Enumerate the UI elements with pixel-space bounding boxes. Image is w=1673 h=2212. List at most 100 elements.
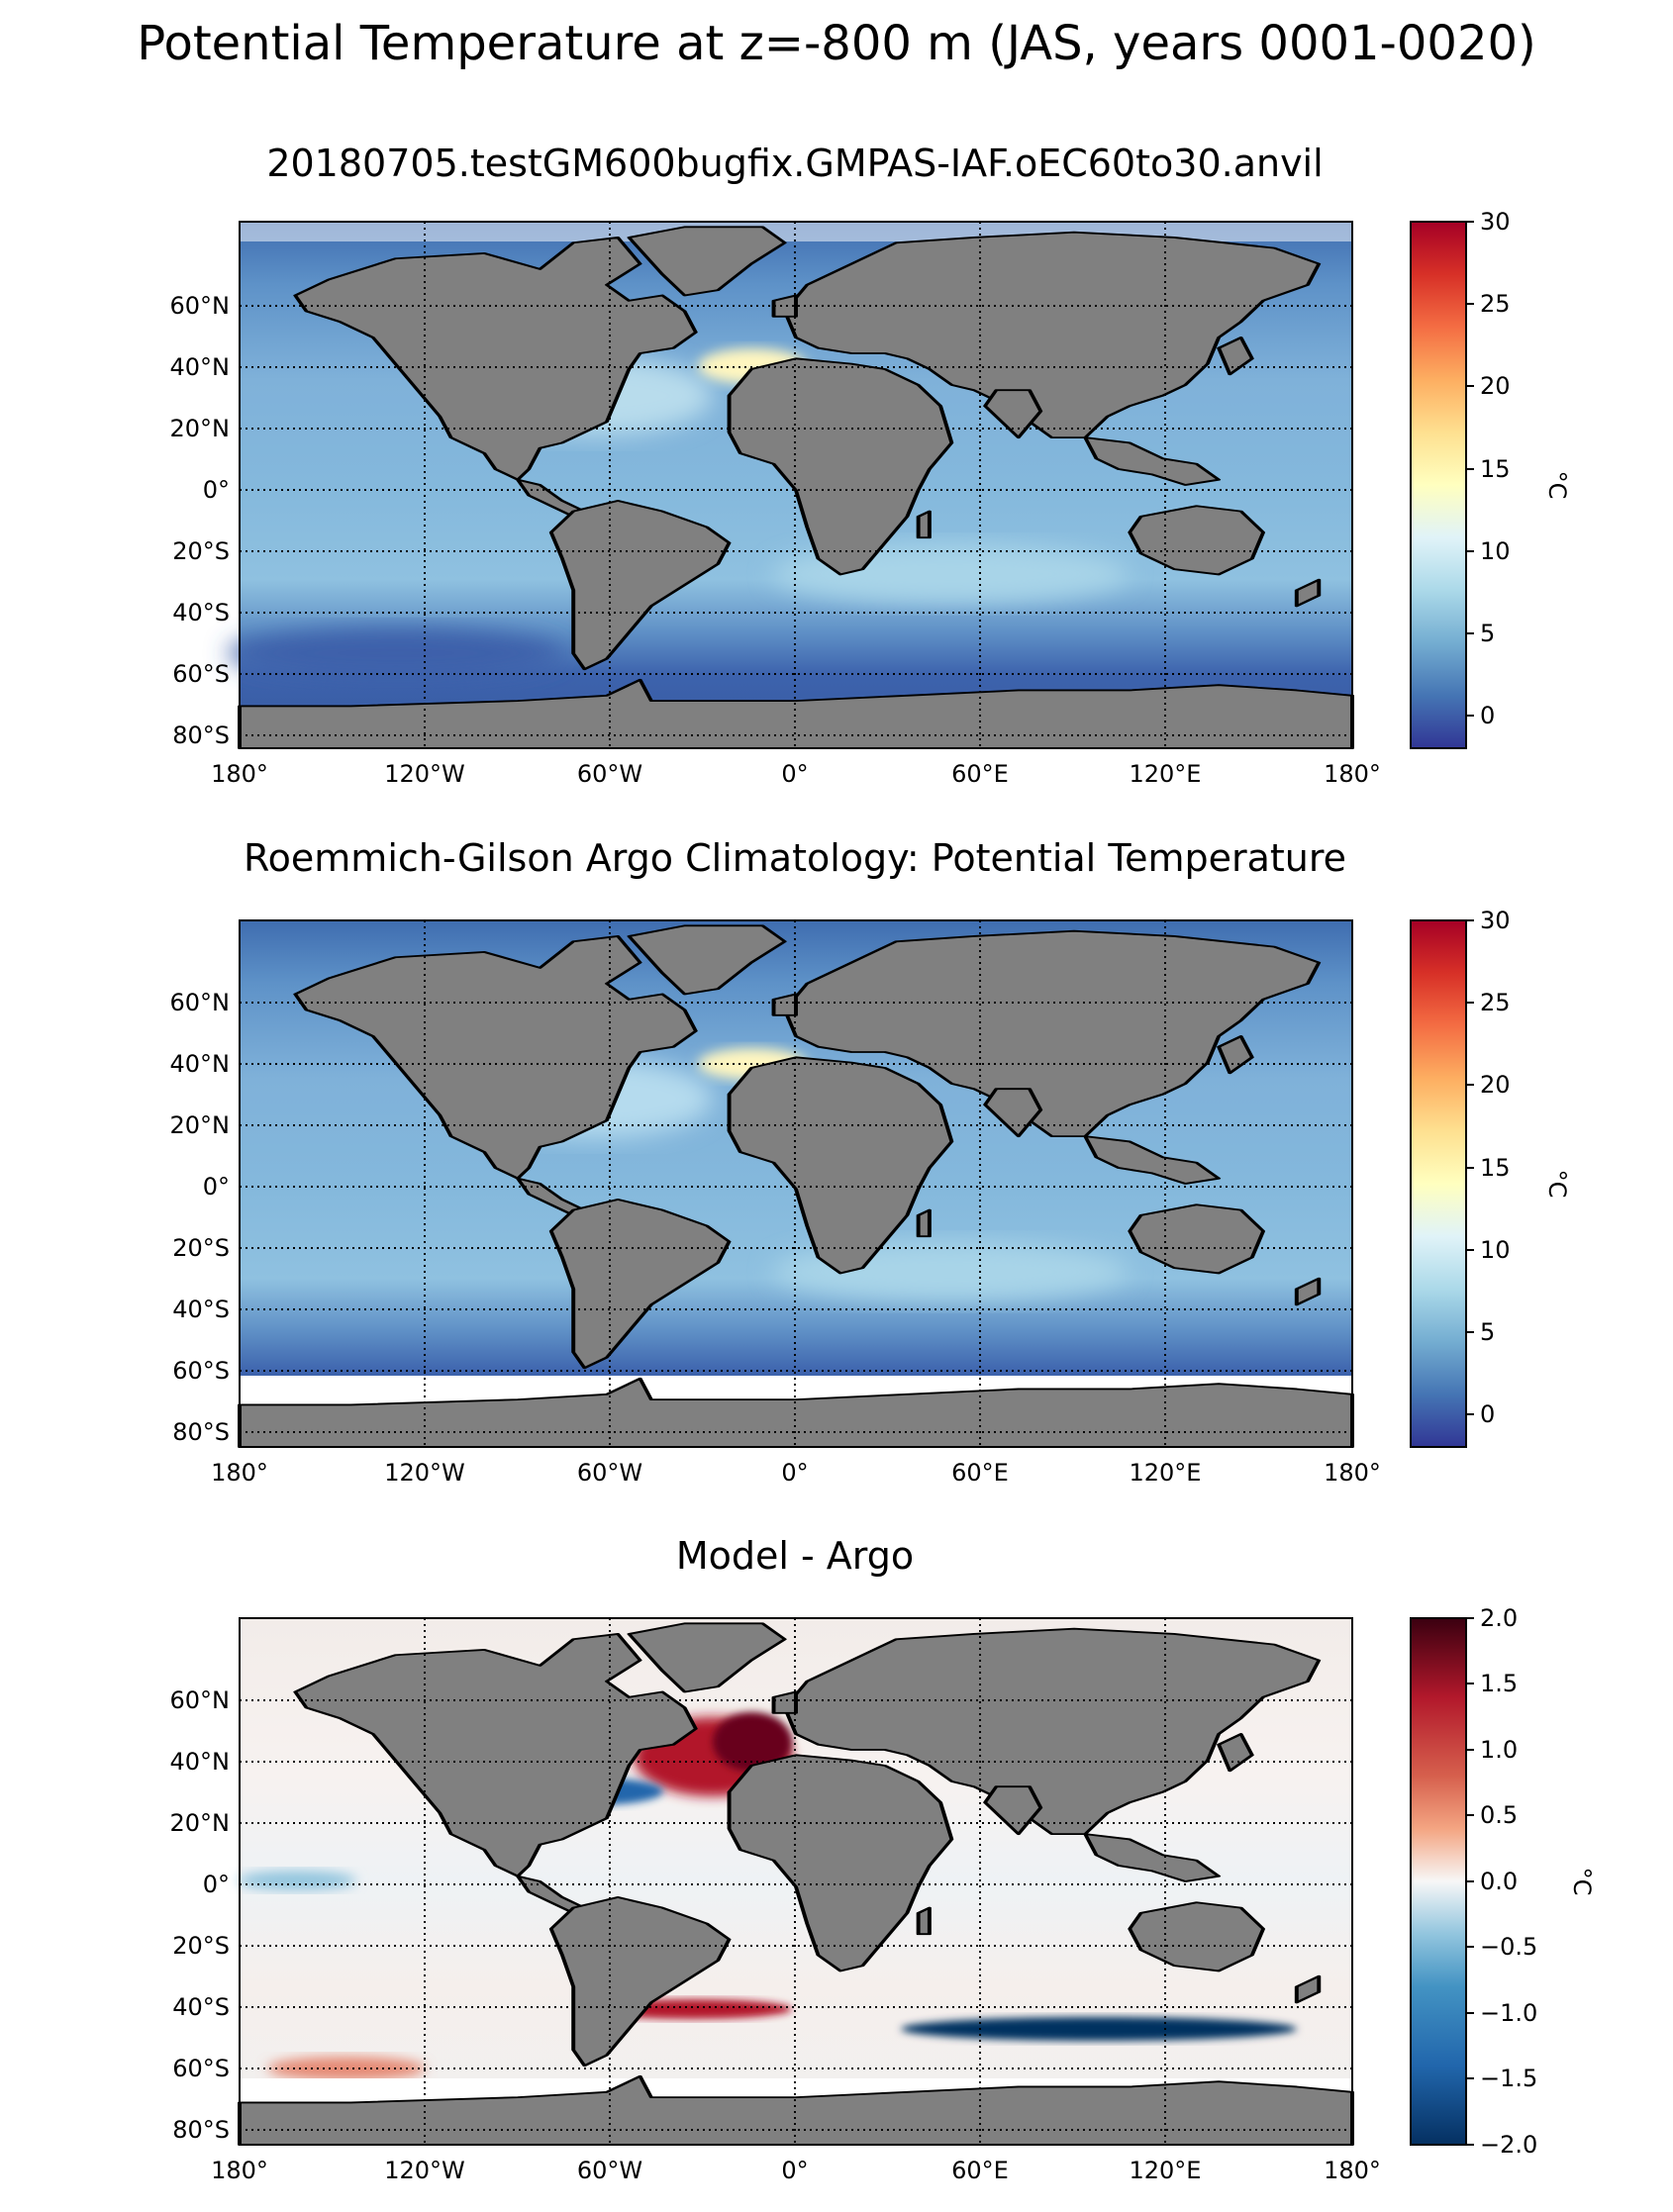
axes-frame xyxy=(239,919,1353,1448)
colorbar-tick: 0 xyxy=(1480,1400,1495,1428)
strong-warm-bias xyxy=(713,1712,792,1772)
x-tick-labels: 180° 120°W 60°W 0° 60°E 120°E 180° xyxy=(211,1459,1381,1487)
colorbar-tick: 10 xyxy=(1480,1236,1511,1264)
x-tick-labels: 180° 120°W 60°W 0° 60°E 120°E 180° xyxy=(211,2157,1381,2184)
y-tick: 40°S xyxy=(172,599,230,626)
x-tick: 60°W xyxy=(577,760,642,788)
colorbar-tick: −2.0 xyxy=(1480,2131,1537,2159)
colorbar-tick: 0.0 xyxy=(1480,1868,1518,1895)
y-tick: 40°N xyxy=(170,1748,231,1776)
colorbar-tick: 15 xyxy=(1480,455,1511,483)
axes-frame xyxy=(239,221,1353,749)
colorbar-label: °C xyxy=(1543,471,1571,500)
y-tick: 60°N xyxy=(170,292,231,320)
cold-bias-southern-indian xyxy=(901,2017,1297,2041)
colorbar-model: 30 25 20 15 10 5 0 °C xyxy=(1410,208,1571,749)
x-tick: 180° xyxy=(1324,2157,1381,2184)
gridlines xyxy=(240,1618,1352,2145)
colorbar-tick: −0.5 xyxy=(1480,1933,1537,1961)
panel-argo-title: Roemmich-Gilson Argo Climatology: Potent… xyxy=(244,836,1346,880)
colorbar-tick: −1.0 xyxy=(1480,1999,1537,2027)
y-tick-labels: 60°N 40°N 20°N 0° 20°S 40°S 60°S 80°S xyxy=(170,989,231,1446)
y-tick: 60°S xyxy=(172,2055,230,2082)
y-tick: 40°S xyxy=(172,1296,230,1323)
x-tick: 120°W xyxy=(384,2157,465,2184)
x-tick: 120°W xyxy=(384,1459,465,1487)
x-tick-labels: 180° 120°W 60°W 0° 60°E 120°E 180° xyxy=(211,760,1381,788)
panel-model-title: 20180705.testGM600bugfix.GMPAS-IAF.oEC60… xyxy=(266,142,1323,185)
y-tick: 60°S xyxy=(172,660,230,688)
y-tick: 40°S xyxy=(172,1993,230,2021)
map-difference xyxy=(238,1617,1354,2147)
x-tick: 60°E xyxy=(951,2157,1009,2184)
gridlines xyxy=(240,920,1352,1447)
y-tick: 40°N xyxy=(170,1050,231,1078)
x-tick: 0° xyxy=(781,760,808,788)
x-tick: 60°E xyxy=(951,760,1009,788)
x-tick: 120°W xyxy=(384,760,465,788)
colorbar-tick: 25 xyxy=(1480,989,1511,1016)
southern-ocean-cold xyxy=(228,627,564,679)
colorbar-argo: 30 25 20 15 10 5 0 °C xyxy=(1410,907,1571,1448)
y-tick: 20°S xyxy=(172,1932,230,1960)
colorbar-tick: 15 xyxy=(1480,1154,1511,1182)
x-tick: 120°E xyxy=(1130,760,1202,788)
cool-bias-pacific xyxy=(238,1871,356,1890)
x-tick: 180° xyxy=(1324,1459,1381,1487)
map-argo xyxy=(238,919,1354,1449)
colorbar-tick: 0 xyxy=(1480,702,1495,729)
x-tick: 180° xyxy=(211,1459,268,1487)
y-tick: 0° xyxy=(203,476,230,504)
axes-frame xyxy=(239,1617,1353,2146)
colorbar-tick: 30 xyxy=(1480,907,1511,934)
x-tick: 60°E xyxy=(951,1459,1009,1487)
y-tick: 60°N xyxy=(170,1686,231,1714)
x-tick: 180° xyxy=(211,760,268,788)
x-tick: 60°W xyxy=(577,2157,642,2184)
x-tick: 0° xyxy=(781,1459,808,1487)
colorbar-label: °C xyxy=(1568,1868,1596,1896)
colorbar-tick: 25 xyxy=(1480,290,1511,318)
y-tick: 0° xyxy=(203,1173,230,1201)
panel-difference: Model - Argo xyxy=(170,1534,1597,2184)
x-tick: 60°W xyxy=(577,1459,642,1487)
y-tick: 20°N xyxy=(170,415,231,442)
panel-model: 20180705.testGM600bugfix.GMPAS-IAF.oEC60… xyxy=(170,142,1572,788)
y-tick: 20°S xyxy=(172,537,230,565)
panel-difference-title: Model - Argo xyxy=(676,1534,914,1578)
x-tick: 120°E xyxy=(1130,1459,1202,1487)
colorbar-tick: 10 xyxy=(1480,537,1511,565)
y-tick: 40°N xyxy=(170,353,231,381)
y-tick-labels: 60°N 40°N 20°N 0° 20°S 40°S 60°S 80°S xyxy=(170,292,231,749)
figure-title: Potential Temperature at z=-800 m (JAS, … xyxy=(137,16,1536,71)
colorbar-tick: 20 xyxy=(1480,372,1511,400)
x-tick: 180° xyxy=(1324,760,1381,788)
y-tick: 0° xyxy=(203,1871,230,1898)
x-tick: 180° xyxy=(211,2157,268,2184)
panel-argo: Roemmich-Gilson Argo Climatology: Potent… xyxy=(170,836,1572,1487)
colorbar-tick: 20 xyxy=(1480,1071,1511,1099)
colorbar-tick: 1.5 xyxy=(1480,1670,1518,1697)
colorbar-tick: 5 xyxy=(1480,1318,1495,1346)
y-tick-labels: 60°N 40°N 20°N 0° 20°S 40°S 60°S 80°S xyxy=(170,1686,231,2144)
map-model xyxy=(228,221,1354,750)
colorbar-tick: 2.0 xyxy=(1480,1604,1518,1632)
colorbar-tick: 30 xyxy=(1480,208,1511,236)
colorbar-difference: 2.0 1.5 1.0 0.5 0.0 −0.5 −1.0 −1.5 −2.0 … xyxy=(1410,1604,1596,2159)
y-tick: 20°N xyxy=(170,1809,231,1837)
colorbar-label: °C xyxy=(1543,1170,1571,1199)
y-tick: 60°S xyxy=(172,1357,230,1385)
gridlines xyxy=(240,222,1352,748)
colorbar-tick: 5 xyxy=(1480,620,1495,647)
y-tick: 60°N xyxy=(170,989,231,1016)
y-tick: 80°S xyxy=(172,1418,230,1446)
colorbar-tick: 1.0 xyxy=(1480,1736,1518,1764)
x-tick: 120°E xyxy=(1130,2157,1202,2184)
y-tick: 20°N xyxy=(170,1111,231,1139)
colorbar-tick: 0.5 xyxy=(1480,1801,1518,1829)
y-tick: 20°S xyxy=(172,1234,230,1262)
y-tick: 80°S xyxy=(172,721,230,749)
colorbar-tick: −1.5 xyxy=(1480,2065,1537,2092)
y-tick: 80°S xyxy=(172,2116,230,2144)
